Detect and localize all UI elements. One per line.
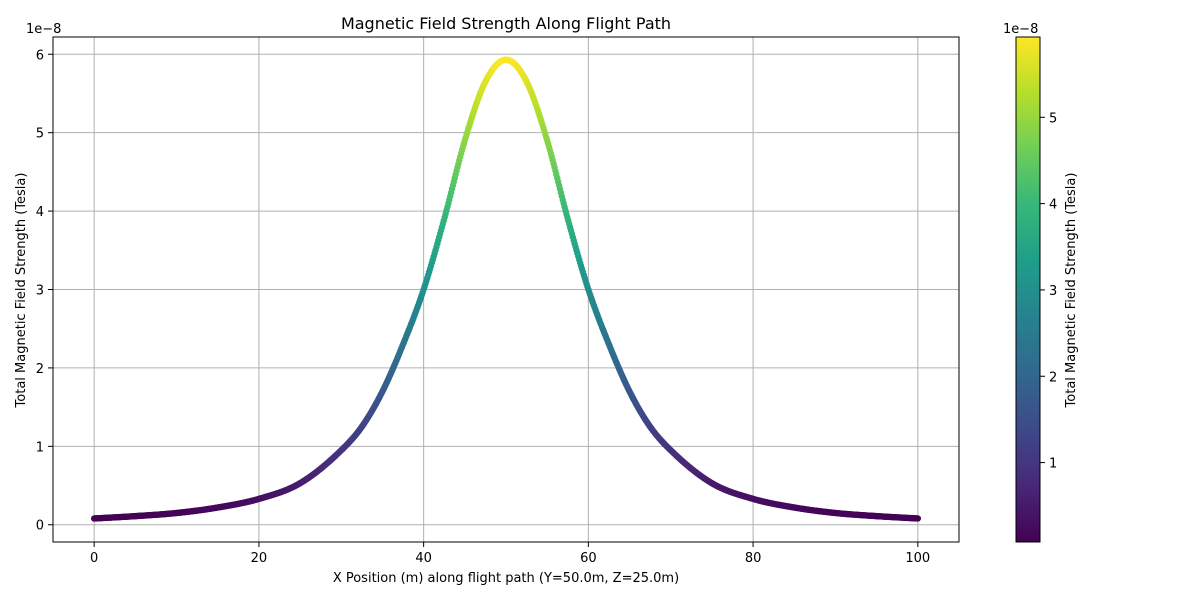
y-tick-label: 2 xyxy=(36,362,44,377)
x-tick-label: 20 xyxy=(251,551,268,566)
x-tick-label: 60 xyxy=(580,551,597,566)
colorbar-tick-label: 1 xyxy=(1049,457,1057,472)
colorbar-title: Total Magnetic Field Strength (Tesla) xyxy=(1064,173,1079,409)
data-series xyxy=(90,56,922,522)
colorbar-tick-label: 5 xyxy=(1049,111,1057,126)
x-axis-title: X Position (m) along flight path (Y=50.0… xyxy=(333,571,679,586)
colorbar-ticks: 1 2 3 4 5 xyxy=(1040,111,1057,472)
y-tick-label: 6 xyxy=(36,48,44,63)
y-tick-label: 1 xyxy=(36,440,44,455)
data-point xyxy=(914,515,922,522)
colorbar-tick-label: 3 xyxy=(1049,284,1057,299)
y-offset-label: 1e−8 xyxy=(26,22,61,37)
colorbar-tick-label: 2 xyxy=(1049,370,1057,385)
chart-title: Magnetic Field Strength Along Flight Pat… xyxy=(341,14,671,33)
x-tick-label: 100 xyxy=(905,551,930,566)
colorbar: 1 2 3 4 5 1e−8 Total Magnetic Field Strength… xyxy=(1003,22,1079,543)
y-axis-title: Total Magnetic Field Strength (Tesla) xyxy=(14,173,29,409)
y-tick-label: 0 xyxy=(36,519,44,534)
y-tick-label: 3 xyxy=(36,284,44,299)
y-tick-label: 5 xyxy=(36,127,44,142)
x-tick-label: 40 xyxy=(415,551,432,566)
colorbar-offset-label: 1e−8 xyxy=(1003,22,1038,37)
x-axis: 0 20 40 60 80 100 xyxy=(90,542,930,566)
y-axis: 0 1 2 3 4 5 6 xyxy=(36,48,53,534)
grid xyxy=(53,37,959,542)
x-tick-label: 80 xyxy=(745,551,762,566)
x-tick-label: 0 xyxy=(90,551,98,566)
colorbar-gradient xyxy=(1016,37,1040,542)
y-tick-label: 4 xyxy=(36,205,44,220)
colorbar-tick-label: 4 xyxy=(1049,198,1057,213)
